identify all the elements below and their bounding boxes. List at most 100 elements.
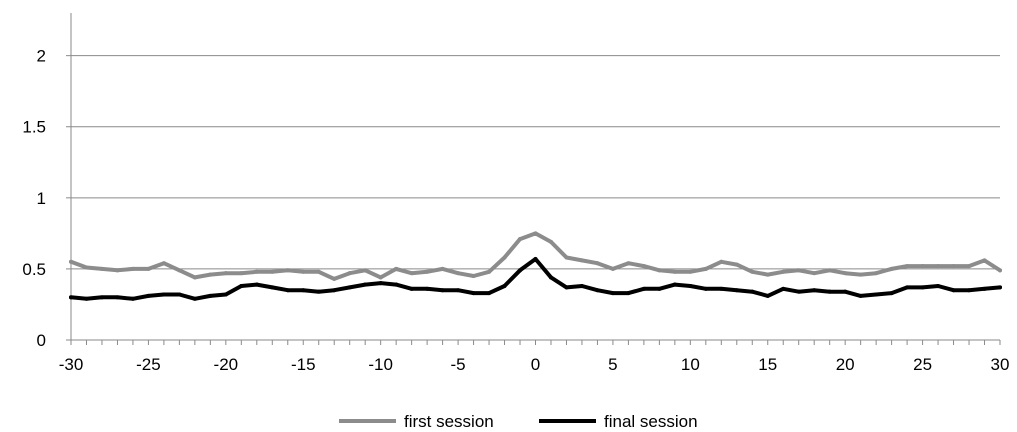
- series-lines: [69, 231, 1002, 301]
- data-point: [394, 266, 399, 271]
- data-point: [765, 272, 770, 277]
- x-tick-label: -5: [451, 355, 466, 374]
- data-point: [208, 293, 213, 298]
- y-tick-label: 1: [37, 189, 46, 208]
- data-point: [812, 288, 817, 293]
- data-point: [378, 275, 383, 280]
- x-tick-label: 10: [681, 355, 700, 374]
- x-tick-label: 5: [608, 355, 617, 374]
- data-point: [502, 255, 507, 260]
- data-point: [409, 286, 414, 291]
- data-point: [471, 274, 476, 279]
- data-point: [363, 268, 368, 273]
- data-point: [533, 256, 538, 261]
- data-point: [69, 295, 73, 300]
- data-point: [982, 286, 987, 291]
- data-point: [564, 285, 569, 290]
- data-point: [548, 239, 553, 244]
- data-point: [967, 288, 972, 293]
- data-point: [347, 285, 352, 290]
- data-point: [285, 268, 290, 273]
- gridlines: [71, 55, 1000, 270]
- data-point: [99, 266, 104, 271]
- axes: 0 0.5 1 1.5 2 -30 -25 -20 -15 -10 -5 0 5 10 15 20 25 30: [22, 13, 1009, 374]
- data-point: [765, 293, 770, 298]
- data-point: [936, 264, 941, 269]
- data-point: [579, 283, 584, 288]
- data-point: [967, 264, 972, 269]
- data-point: [750, 269, 755, 274]
- data-point: [146, 266, 151, 271]
- data-point: [672, 282, 677, 287]
- data-point: [192, 275, 197, 280]
- data-point: [858, 293, 863, 298]
- data-point: [626, 261, 631, 266]
- data-point: [223, 271, 228, 276]
- data-point: [130, 266, 135, 271]
- x-tick-label: 0: [531, 355, 540, 374]
- data-point: [208, 272, 213, 277]
- data-point: [456, 271, 461, 276]
- data-point: [719, 286, 724, 291]
- data-point: [920, 285, 925, 290]
- y-tick-label: 0.5: [22, 260, 46, 279]
- data-point: [889, 266, 894, 271]
- data-point: [394, 282, 399, 287]
- data-point: [533, 231, 538, 236]
- data-point: [951, 288, 956, 293]
- data-point: [858, 272, 863, 277]
- data-point: [270, 285, 275, 290]
- x-tick-label: 15: [758, 355, 777, 374]
- data-point: [998, 268, 1002, 273]
- data-point: [316, 289, 321, 294]
- data-point: [703, 286, 708, 291]
- data-point: [843, 289, 848, 294]
- data-point: [456, 288, 461, 293]
- data-point: [905, 285, 910, 290]
- data-point: [610, 291, 615, 296]
- y-tick-label: 0: [37, 331, 46, 350]
- data-point: [781, 286, 786, 291]
- x-tick-label: -20: [214, 355, 239, 374]
- data-point: [905, 264, 910, 269]
- data-point: [827, 289, 832, 294]
- data-point: [192, 296, 197, 301]
- data-point: [564, 255, 569, 260]
- data-point: [301, 288, 306, 293]
- data-point: [115, 268, 120, 273]
- data-point: [672, 269, 677, 274]
- data-point: [734, 262, 739, 267]
- data-point: [812, 271, 817, 276]
- data-point: [487, 291, 492, 296]
- data-point: [316, 269, 321, 274]
- data-point: [781, 269, 786, 274]
- data-point: [270, 269, 275, 274]
- data-point: [982, 258, 987, 263]
- data-point: [332, 276, 337, 281]
- data-point: [363, 282, 368, 287]
- data-point: [239, 283, 244, 288]
- data-point: [518, 268, 523, 273]
- data-point: [254, 282, 259, 287]
- y-tick-label: 1.5: [22, 118, 46, 137]
- data-point: [254, 269, 259, 274]
- series-line-final-session: [69, 257, 1002, 301]
- data-point: [440, 288, 445, 293]
- data-point: [146, 293, 151, 298]
- x-tick-label: 20: [836, 355, 855, 374]
- data-point: [285, 288, 290, 293]
- data-point: [425, 269, 430, 274]
- data-point: [378, 281, 383, 286]
- data-point: [874, 271, 879, 276]
- data-point: [936, 283, 941, 288]
- data-point: [487, 269, 492, 274]
- data-point: [719, 259, 724, 264]
- data-point: [84, 265, 89, 270]
- data-point: [657, 268, 662, 273]
- data-point: [69, 259, 73, 264]
- data-point: [471, 291, 476, 296]
- legend-label: final session: [604, 412, 698, 431]
- x-tick-label: -15: [291, 355, 316, 374]
- x-tick-label: 30: [991, 355, 1010, 374]
